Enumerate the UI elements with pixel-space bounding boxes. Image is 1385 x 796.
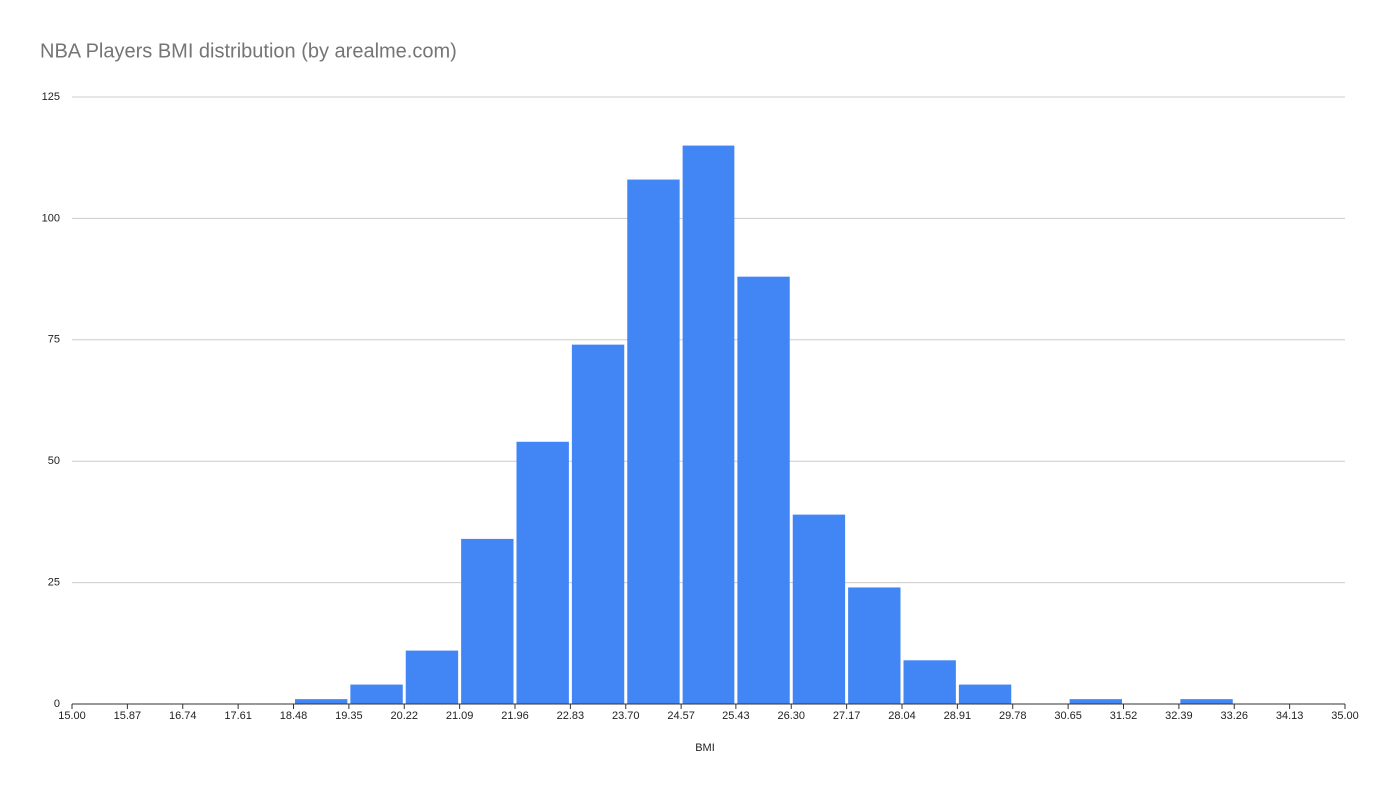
x-tick-label: 15.87	[114, 710, 142, 722]
bar	[405, 650, 459, 704]
x-tick-label: 29.78	[999, 710, 1027, 722]
x-tick-label: 30.65	[1054, 710, 1082, 722]
x-tick-label: 31.52	[1110, 710, 1138, 722]
x-tick-label: 17.61	[224, 710, 252, 722]
bar	[737, 276, 790, 704]
x-axis-label: BMI	[695, 742, 715, 754]
bar	[1069, 699, 1122, 704]
bar	[571, 344, 625, 704]
x-tick-label: 32.39	[1165, 710, 1193, 722]
x-tick-label: 26.30	[777, 710, 805, 722]
x-tick-label: 34.13	[1276, 710, 1304, 722]
x-tick-label: 18.48	[280, 710, 308, 722]
bar	[682, 145, 735, 704]
x-tick-label: 24.57	[667, 710, 695, 722]
y-tick-label: 75	[48, 334, 60, 346]
bar	[958, 684, 1012, 704]
y-tick-label: 125	[42, 91, 60, 103]
bar	[516, 441, 569, 704]
x-tick-label: 23.70	[612, 710, 640, 722]
x-tick-label: 15.00	[58, 710, 86, 722]
chart-title: NBA Players BMI distribution (by arealme…	[40, 40, 457, 62]
bar	[350, 684, 403, 704]
x-tick-label: 33.26	[1220, 710, 1248, 722]
bar	[1180, 699, 1233, 704]
y-tick-label: 0	[54, 698, 60, 710]
x-tick-label: 16.74	[169, 710, 197, 722]
x-tick-label: 20.22	[390, 710, 418, 722]
x-tick-label: 27.17	[833, 710, 861, 722]
bar	[295, 699, 348, 704]
bar	[848, 587, 901, 704]
bar	[627, 179, 680, 704]
x-tick-label: 21.09	[446, 710, 474, 722]
y-tick-label: 100	[42, 212, 60, 224]
x-tick-label: 19.35	[335, 710, 363, 722]
x-tick-label: 35.00	[1331, 710, 1359, 722]
bar	[792, 514, 846, 704]
bar	[903, 660, 956, 704]
y-tick-label: 25	[48, 577, 60, 589]
x-tick-label: 21.96	[501, 710, 529, 722]
x-tick-label: 22.83	[557, 710, 585, 722]
y-tick-label: 50	[48, 455, 60, 467]
x-tick-label: 28.04	[888, 710, 916, 722]
bar	[461, 538, 514, 704]
x-tick-label: 28.91	[944, 710, 972, 722]
x-tick-label: 25.43	[722, 710, 750, 722]
